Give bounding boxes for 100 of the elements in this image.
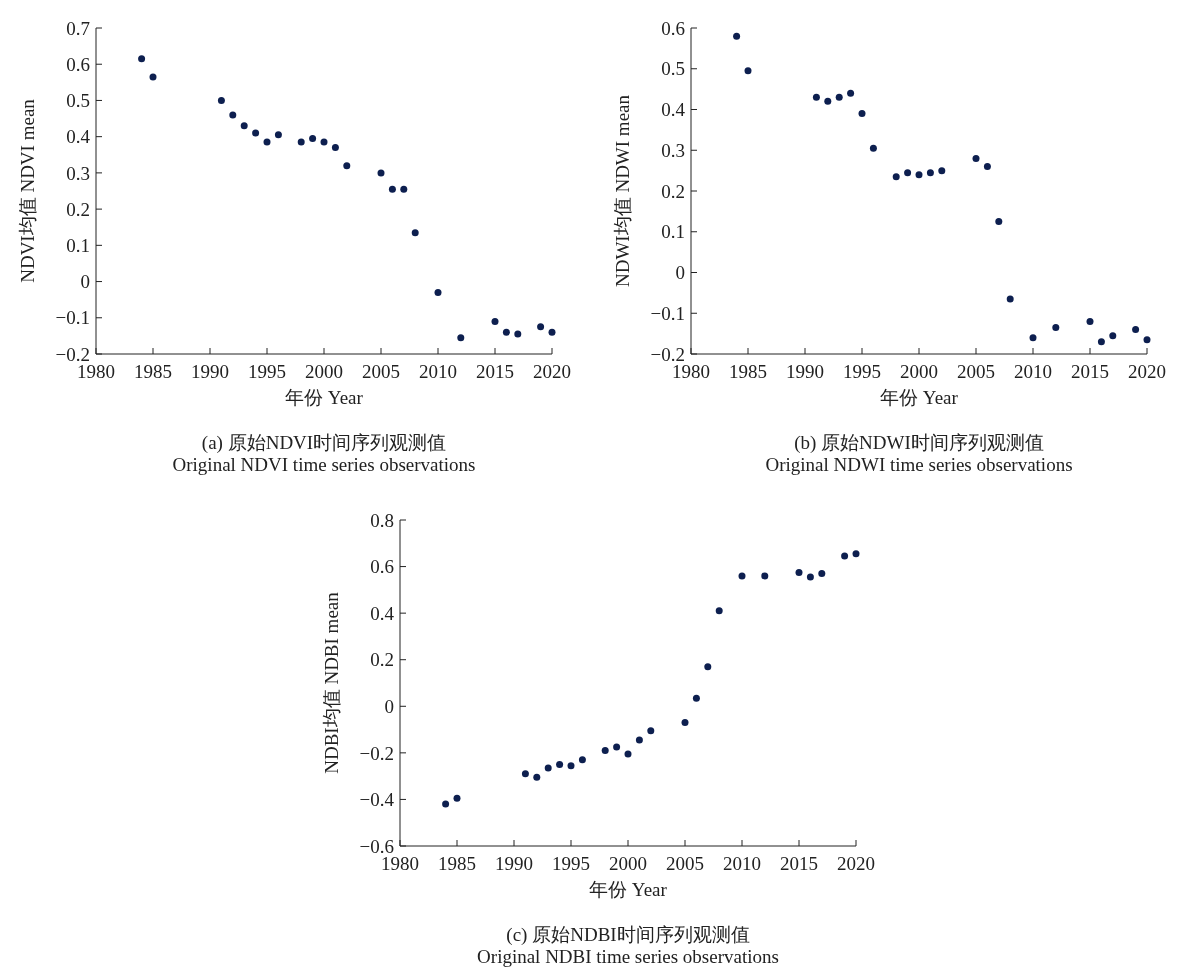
point <box>795 568 803 576</box>
y-tick-label: −0.4 <box>359 789 395 811</box>
point <box>514 330 522 338</box>
point <box>761 572 769 580</box>
point <box>806 573 814 581</box>
point <box>613 743 621 751</box>
point <box>715 607 723 615</box>
text: Original NDWI time series observations <box>765 454 1073 475</box>
point <box>983 163 991 171</box>
point <box>1006 295 1014 303</box>
point <box>858 110 866 118</box>
point <box>533 773 541 781</box>
point <box>411 229 419 237</box>
x-tick-label: 1990 <box>786 361 824 382</box>
x-tick-label: 2015 <box>780 853 818 874</box>
y-tick-label: 0.3 <box>661 139 685 161</box>
text: (a) 原始NDVI时间序列观测值 <box>201 432 447 454</box>
x-axis-title: 年份 Year <box>880 387 959 408</box>
y-tick-label: 0.5 <box>66 90 90 112</box>
y-tick-label: 0.7 <box>66 17 90 39</box>
point <box>624 750 632 758</box>
point <box>491 317 499 325</box>
point <box>377 169 385 177</box>
point <box>149 73 157 81</box>
x-tick-label: 2020 <box>837 853 875 874</box>
y-tick-label: 0.6 <box>370 556 394 578</box>
point <box>521 770 529 778</box>
point <box>635 736 643 744</box>
point <box>852 550 860 558</box>
x-tick-label: 2010 <box>419 361 457 382</box>
point <box>824 97 832 105</box>
y-tick-label: 0 <box>675 262 685 284</box>
point <box>926 169 934 177</box>
point <box>567 762 575 770</box>
point <box>400 185 408 193</box>
x-tick-label: 1985 <box>438 853 476 874</box>
point <box>138 55 146 63</box>
y-tick-label: 0 <box>80 271 90 293</box>
point <box>343 162 351 170</box>
point <box>263 138 271 146</box>
x-tick-label: 1995 <box>248 361 286 382</box>
point <box>841 552 849 560</box>
x-tick-label: 2015 <box>1071 361 1109 382</box>
point <box>544 764 552 772</box>
point <box>217 96 225 104</box>
text: Original NDVI time series observations <box>172 454 476 475</box>
point <box>502 328 510 336</box>
x-tick-label: 2005 <box>666 853 704 874</box>
point <box>1029 334 1037 342</box>
y-tick-label: 0.4 <box>66 126 91 148</box>
point <box>331 144 339 152</box>
x-tick-label: 2010 <box>1014 361 1052 382</box>
point <box>995 218 1003 226</box>
point <box>388 185 396 193</box>
y-tick-label: 0.8 <box>370 509 394 531</box>
x-tick-label: 1985 <box>729 361 767 382</box>
x-tick-label: 2020 <box>533 361 571 382</box>
y-axis-title: NDVI均值 NDVI mean <box>17 98 38 283</box>
point <box>1132 326 1140 334</box>
x-tick-label: 2010 <box>723 853 761 874</box>
y-tick-label: 0.2 <box>370 649 394 671</box>
x-tick-label: 1990 <box>495 853 533 874</box>
point <box>681 719 689 727</box>
point <box>704 663 712 671</box>
y-tick-label: −0.1 <box>650 302 685 324</box>
point <box>601 747 609 755</box>
point <box>847 89 855 97</box>
point <box>1052 324 1060 332</box>
point <box>972 154 980 162</box>
text: (b) 原始NDWI时间序列观测值 <box>794 432 1044 454</box>
y-tick-label: 0 <box>384 695 394 717</box>
point <box>252 129 260 137</box>
point <box>442 800 450 808</box>
x-axis-title: 年份 Year <box>589 879 668 900</box>
y-tick-label: 0.3 <box>66 162 90 184</box>
point <box>915 171 923 179</box>
point <box>434 288 442 296</box>
x-tick-label: 2000 <box>900 361 938 382</box>
x-tick-label: 2005 <box>362 361 400 382</box>
x-tick-label: 2000 <box>305 361 343 382</box>
point <box>647 727 655 735</box>
point <box>835 93 843 101</box>
point <box>240 122 248 130</box>
point <box>738 572 746 580</box>
point <box>869 144 877 152</box>
point <box>1109 332 1117 340</box>
point <box>904 169 912 177</box>
x-tick-label: 2005 <box>957 361 995 382</box>
point <box>320 138 328 146</box>
text: (c) 原始NDBI时间序列观测值 <box>506 924 750 946</box>
point <box>548 328 556 336</box>
y-axis-title: NDWI均值 NDWI mean <box>612 94 633 288</box>
x-tick-label: 2000 <box>609 853 647 874</box>
point <box>892 173 900 181</box>
y-axis-title: NDBI均值 NDBI mean <box>321 591 342 774</box>
x-tick-label: 1995 <box>552 853 590 874</box>
point <box>457 334 465 342</box>
y-tick-label: 0.6 <box>661 17 685 39</box>
x-axis-title: 年份 Year <box>285 387 364 408</box>
point <box>733 32 741 40</box>
